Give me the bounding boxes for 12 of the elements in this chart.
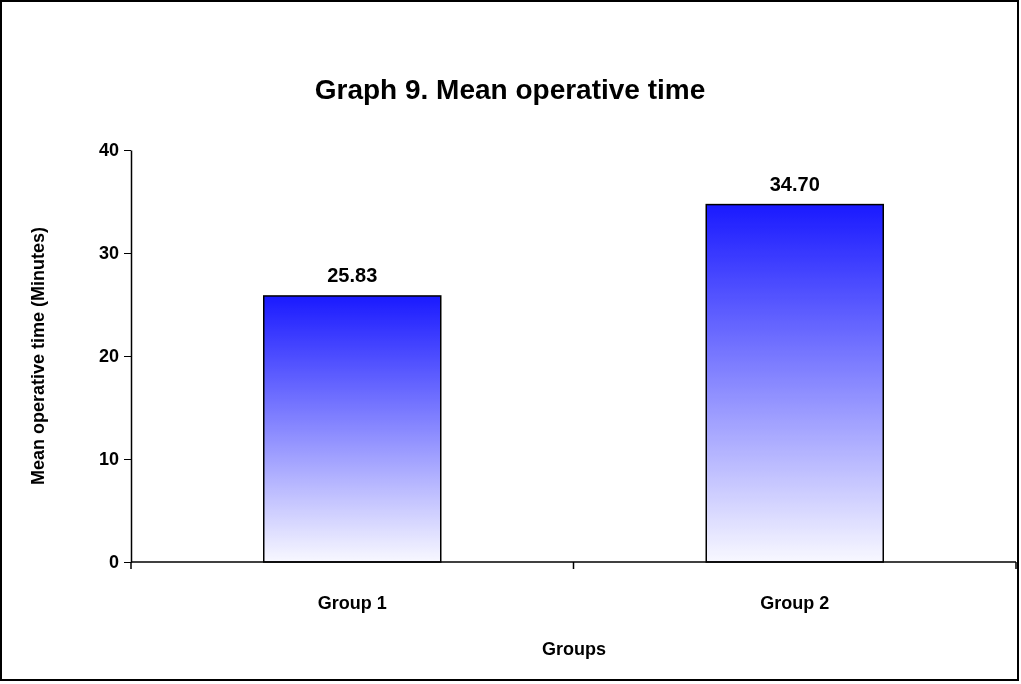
x-tick-label: Group 1 bbox=[317, 593, 387, 613]
y-tick-label: 0 bbox=[108, 552, 119, 573]
chart-title: Graph 9. Mean operative time bbox=[314, 74, 706, 105]
x-axis-title: Groups bbox=[541, 639, 607, 659]
data-label: 25.83 bbox=[327, 263, 378, 286]
x-tick-label: Group 2 bbox=[760, 593, 830, 613]
y-axis-title: Mean operative time (Minutes) bbox=[28, 226, 48, 486]
data-label: 34.70 bbox=[769, 172, 820, 195]
y-tick-label: 40 bbox=[98, 140, 119, 161]
y-tick-label: 30 bbox=[98, 243, 119, 264]
y-tick-label: 10 bbox=[98, 449, 119, 470]
y-tick-label: 20 bbox=[98, 346, 119, 367]
